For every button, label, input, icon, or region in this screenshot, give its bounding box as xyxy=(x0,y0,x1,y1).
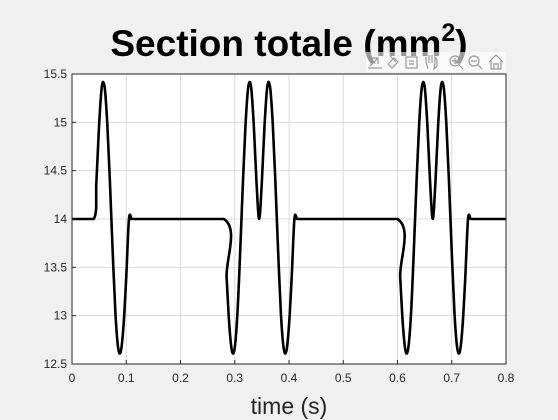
y-tick-label: 14.5 xyxy=(44,164,68,178)
ticks xyxy=(71,73,507,365)
y-tick-label: 13 xyxy=(54,309,68,323)
x-tick-label: 0.5 xyxy=(335,371,352,385)
series-line xyxy=(72,80,506,355)
home-icon[interactable] xyxy=(488,54,504,70)
brush-icon[interactable] xyxy=(387,55,399,69)
y-tick-label: 12.5 xyxy=(44,357,68,371)
y-tick-label: 13.5 xyxy=(44,260,68,274)
x-tick-label: 0.3 xyxy=(226,371,243,385)
y-tick-label: 15 xyxy=(54,115,68,129)
y-tick-label: 14 xyxy=(54,212,68,226)
zoom-in-icon[interactable] xyxy=(449,55,464,70)
x-tick-label: 0.2 xyxy=(172,371,189,385)
x-tick-label: 0.7 xyxy=(443,371,460,385)
x-tick-label: 0.4 xyxy=(281,371,298,385)
axes-toolbar-background xyxy=(366,52,506,72)
y-tick-labels: 12.5 13 13.5 14 14.5 15 15.5 xyxy=(44,67,68,371)
x-tick-labels: 0 0.1 0.2 0.3 0.4 0.5 0.6 0.7 0.8 xyxy=(69,371,515,385)
y-tick-label: 15.5 xyxy=(44,67,68,81)
x-axis-label: time (s) xyxy=(251,393,328,419)
export-icon[interactable] xyxy=(368,57,382,69)
x-tick-label: 0.8 xyxy=(498,371,515,385)
x-tick-label: 0.1 xyxy=(118,371,135,385)
pan-icon[interactable] xyxy=(425,55,438,71)
datatip-icon[interactable] xyxy=(405,56,418,69)
zoom-out-icon[interactable] xyxy=(468,55,483,70)
chart-title-superscript: 2 xyxy=(441,19,455,47)
axes-toolbar xyxy=(366,52,506,72)
x-tick-label: 0.6 xyxy=(389,371,406,385)
x-tick-label: 0 xyxy=(69,371,76,385)
